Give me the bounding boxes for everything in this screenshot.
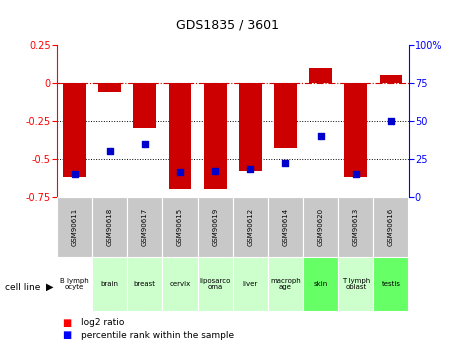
Bar [57,197,92,257]
Bar [338,197,373,257]
Text: GDS1835 / 3601: GDS1835 / 3601 [177,19,279,32]
Text: GSM90616: GSM90616 [388,208,394,246]
Point [71,171,78,177]
Text: ▶: ▶ [46,282,54,292]
Point [211,168,219,174]
Point [387,118,395,124]
Text: liver: liver [243,281,258,287]
Text: breast: breast [134,281,156,287]
Text: GSM90614: GSM90614 [283,208,288,246]
Text: ■: ■ [62,318,71,327]
Text: GSM90619: GSM90619 [212,208,218,246]
Bar [268,257,303,310]
Bar [127,197,162,257]
Bar [127,257,162,310]
Point [176,170,184,175]
Bar [239,83,262,171]
Bar [268,197,303,257]
Point [247,167,254,172]
Bar [380,75,402,83]
Bar [63,83,86,177]
Text: GSM90617: GSM90617 [142,208,148,246]
Bar [338,257,373,310]
Point [282,160,289,166]
Text: B lymph
ocyte: B lymph ocyte [60,277,89,290]
Text: macroph
age: macroph age [270,277,301,290]
Bar [303,197,338,257]
Bar [233,257,268,310]
Text: cell line: cell line [5,283,40,292]
Bar [162,257,198,310]
Bar [309,68,332,83]
Bar [169,83,191,189]
Bar [373,257,408,310]
Bar [233,197,268,257]
Text: log2 ratio: log2 ratio [81,318,124,327]
Bar [344,83,367,177]
Point [352,171,360,177]
Text: brain: brain [101,281,119,287]
Text: GSM90611: GSM90611 [72,208,77,246]
Text: cervix: cervix [170,281,190,287]
Bar [204,83,227,189]
Bar [133,83,156,128]
Bar [274,83,297,148]
Text: skin: skin [314,281,328,287]
Bar [198,257,233,310]
Point [317,133,324,139]
Text: T lymph
oblast: T lymph oblast [342,277,370,290]
Text: liposarco
oma: liposarco oma [200,277,231,290]
Bar [303,257,338,310]
Bar [57,257,92,310]
Bar [92,257,127,310]
Text: GSM90615: GSM90615 [177,208,183,246]
Bar [98,83,121,92]
Text: GSM90620: GSM90620 [318,208,323,246]
Point [141,141,149,146]
Text: testis: testis [381,281,400,287]
Bar [92,197,127,257]
Bar [373,197,408,257]
Text: percentile rank within the sample: percentile rank within the sample [81,331,234,340]
Text: ■: ■ [62,331,71,340]
Point [106,148,114,154]
Text: GSM90618: GSM90618 [107,208,113,246]
Text: GSM90612: GSM90612 [247,208,253,246]
Text: GSM90613: GSM90613 [353,208,359,246]
Bar [162,197,198,257]
Bar [198,197,233,257]
